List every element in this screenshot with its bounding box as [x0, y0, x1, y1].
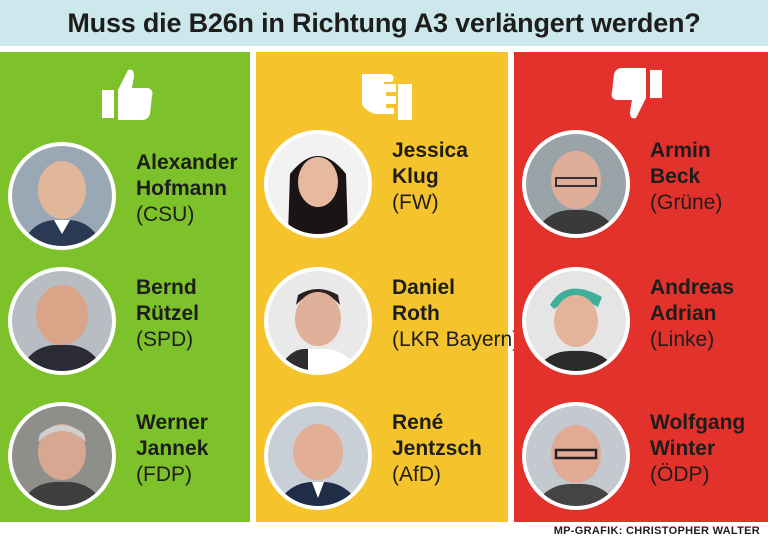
person-name: Wolfgang Winter (ÖDP) [650, 411, 746, 486]
person-card: Alexander Hofmann (CSU) [0, 142, 250, 252]
avatar [264, 130, 372, 238]
person-name: Alexander Hofmann (CSU) [136, 151, 238, 226]
title-bar: Muss die B26n in Richtung A3 verlängert … [0, 0, 768, 46]
avatar [522, 402, 630, 510]
person-name: Jessica Klug (FW) [392, 139, 468, 214]
avatar [264, 267, 372, 375]
person-card: Armin Beck (Grüne) [514, 130, 768, 240]
person-card: Wolfgang Winter (ÖDP) [514, 402, 768, 512]
avatar [8, 402, 116, 510]
column-neutral: Jessica Klug (FW) Daniel Roth (LKR Bayer… [256, 52, 519, 522]
page-title: Muss die B26n in Richtung A3 verlängert … [67, 7, 701, 38]
column-no: Armin Beck (Grüne) Andreas Adrian (Linke… [514, 52, 768, 522]
thumbs-sideways-icon [362, 74, 412, 120]
person-card: Bernd Rützel (SPD) [0, 267, 250, 377]
person-card: Werner Jannek (FDP) [0, 402, 250, 512]
person-name: Daniel Roth (LKR Bayern) [392, 276, 520, 351]
thumbs-down-icon [611, 68, 662, 119]
person-name: Bernd Rützel (SPD) [136, 276, 199, 351]
person-name: Andreas Adrian (Linke) [650, 276, 735, 351]
avatar [8, 267, 116, 375]
thumbs-up-icon [102, 69, 153, 120]
person-card: Daniel Roth (LKR Bayern) [256, 267, 519, 377]
column-yes: Alexander Hofmann (CSU) Bernd Rützel (SP… [0, 52, 250, 522]
credit-line: MP-GRAFIK: CHRISTOPHER WALTER [553, 525, 760, 537]
avatar [522, 267, 630, 375]
person-card: Jessica Klug (FW) [256, 130, 508, 240]
person-name: Armin Beck (Grüne) [650, 139, 723, 214]
avatar [8, 142, 116, 250]
avatar [264, 402, 372, 510]
person-card: René Jentzsch (AfD) [256, 402, 508, 512]
person-name: Werner Jannek (FDP) [136, 411, 209, 486]
person-card: Andreas Adrian (Linke) [514, 267, 768, 377]
avatar [522, 130, 630, 238]
person-name: René Jentzsch (AfD) [392, 411, 482, 486]
